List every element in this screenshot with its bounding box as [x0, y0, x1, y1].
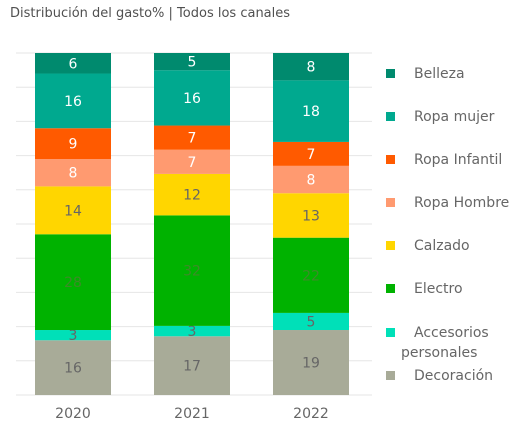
bar-segment-2020-3	[35, 186, 111, 235]
data-label: 22	[302, 268, 320, 284]
bar-segment-2022-4	[273, 165, 349, 194]
data-label: 5	[188, 55, 197, 71]
data-label: 28	[64, 275, 82, 291]
bar-segment-2021-6	[154, 70, 230, 126]
chart-title: Distribución del gasto% | Todos los cana…	[10, 6, 291, 21]
x-tick-label: 2021	[174, 406, 210, 422]
x-tick-label: 2020	[55, 406, 91, 422]
data-label: 16	[64, 94, 82, 110]
bar-segment-2022-3	[273, 193, 349, 238]
legend-label: Ropa Hombre	[414, 195, 510, 211]
legend-label: Calzado	[414, 238, 470, 254]
data-label: 17	[183, 359, 201, 375]
legend-label: Electro	[414, 281, 463, 297]
legend-swatch	[386, 155, 395, 164]
bar-segment-2020-7	[35, 53, 111, 74]
legend-label: Belleza	[414, 66, 465, 82]
data-label: 9	[69, 137, 78, 153]
legend-swatch	[386, 198, 395, 207]
legend-swatch	[386, 284, 395, 293]
data-label: 19	[302, 356, 320, 372]
bar-segment-2020-4	[35, 159, 111, 187]
bar-segment-2021-7	[154, 53, 230, 71]
bar-segment-2021-1	[154, 325, 230, 337]
legend-swatch	[386, 371, 395, 380]
data-label: 14	[64, 203, 82, 219]
data-label: 8	[307, 173, 316, 189]
bar-segment-2020-6	[35, 73, 111, 129]
data-label: 13	[302, 208, 320, 224]
bar-segment-2020-1	[35, 330, 111, 341]
x-tick-label: 2022	[293, 406, 329, 422]
data-label: 7	[307, 147, 316, 163]
legend-swatch	[386, 328, 395, 337]
bar-segment-2021-4	[154, 149, 230, 174]
legend-swatch	[386, 241, 395, 250]
legend-swatch	[386, 112, 395, 121]
bar-segment-2022-5	[273, 141, 349, 166]
data-label: 18	[302, 104, 320, 120]
data-label: 32	[183, 264, 201, 280]
bar-segment-2022-6	[273, 80, 349, 142]
bar-segment-2022-2	[273, 237, 349, 313]
legend-label: Ropa Infantil	[414, 152, 503, 168]
data-label: 6	[69, 56, 78, 72]
data-label: 16	[183, 91, 201, 107]
bar-segment-2021-2	[154, 215, 230, 326]
legend-label: Ropa mujer	[414, 109, 495, 125]
bar-segment-2022-1	[273, 312, 349, 331]
bar-segment-2021-0	[154, 336, 230, 395]
bar-segment-2022-7	[273, 53, 349, 81]
legend-swatch	[386, 69, 395, 78]
legend-label: Accesorios personales	[401, 325, 489, 361]
bar-segment-2020-5	[35, 128, 111, 160]
data-label: 7	[188, 131, 197, 147]
bar-segment-2020-2	[35, 234, 111, 331]
data-label: 8	[69, 166, 78, 182]
data-label: 12	[183, 188, 201, 204]
data-label: 8	[307, 60, 316, 76]
bar-segment-2020-0	[35, 340, 111, 395]
data-label: 3	[188, 324, 197, 340]
bar-segment-2021-3	[154, 173, 230, 216]
bar-segment-2021-5	[154, 125, 230, 150]
data-label: 16	[64, 361, 82, 377]
data-label: 3	[69, 328, 78, 344]
legend-label: Decoración	[414, 368, 494, 384]
bar-segment-2022-0	[273, 330, 349, 395]
data-label: 7	[188, 155, 197, 171]
data-label: 5	[307, 314, 316, 330]
